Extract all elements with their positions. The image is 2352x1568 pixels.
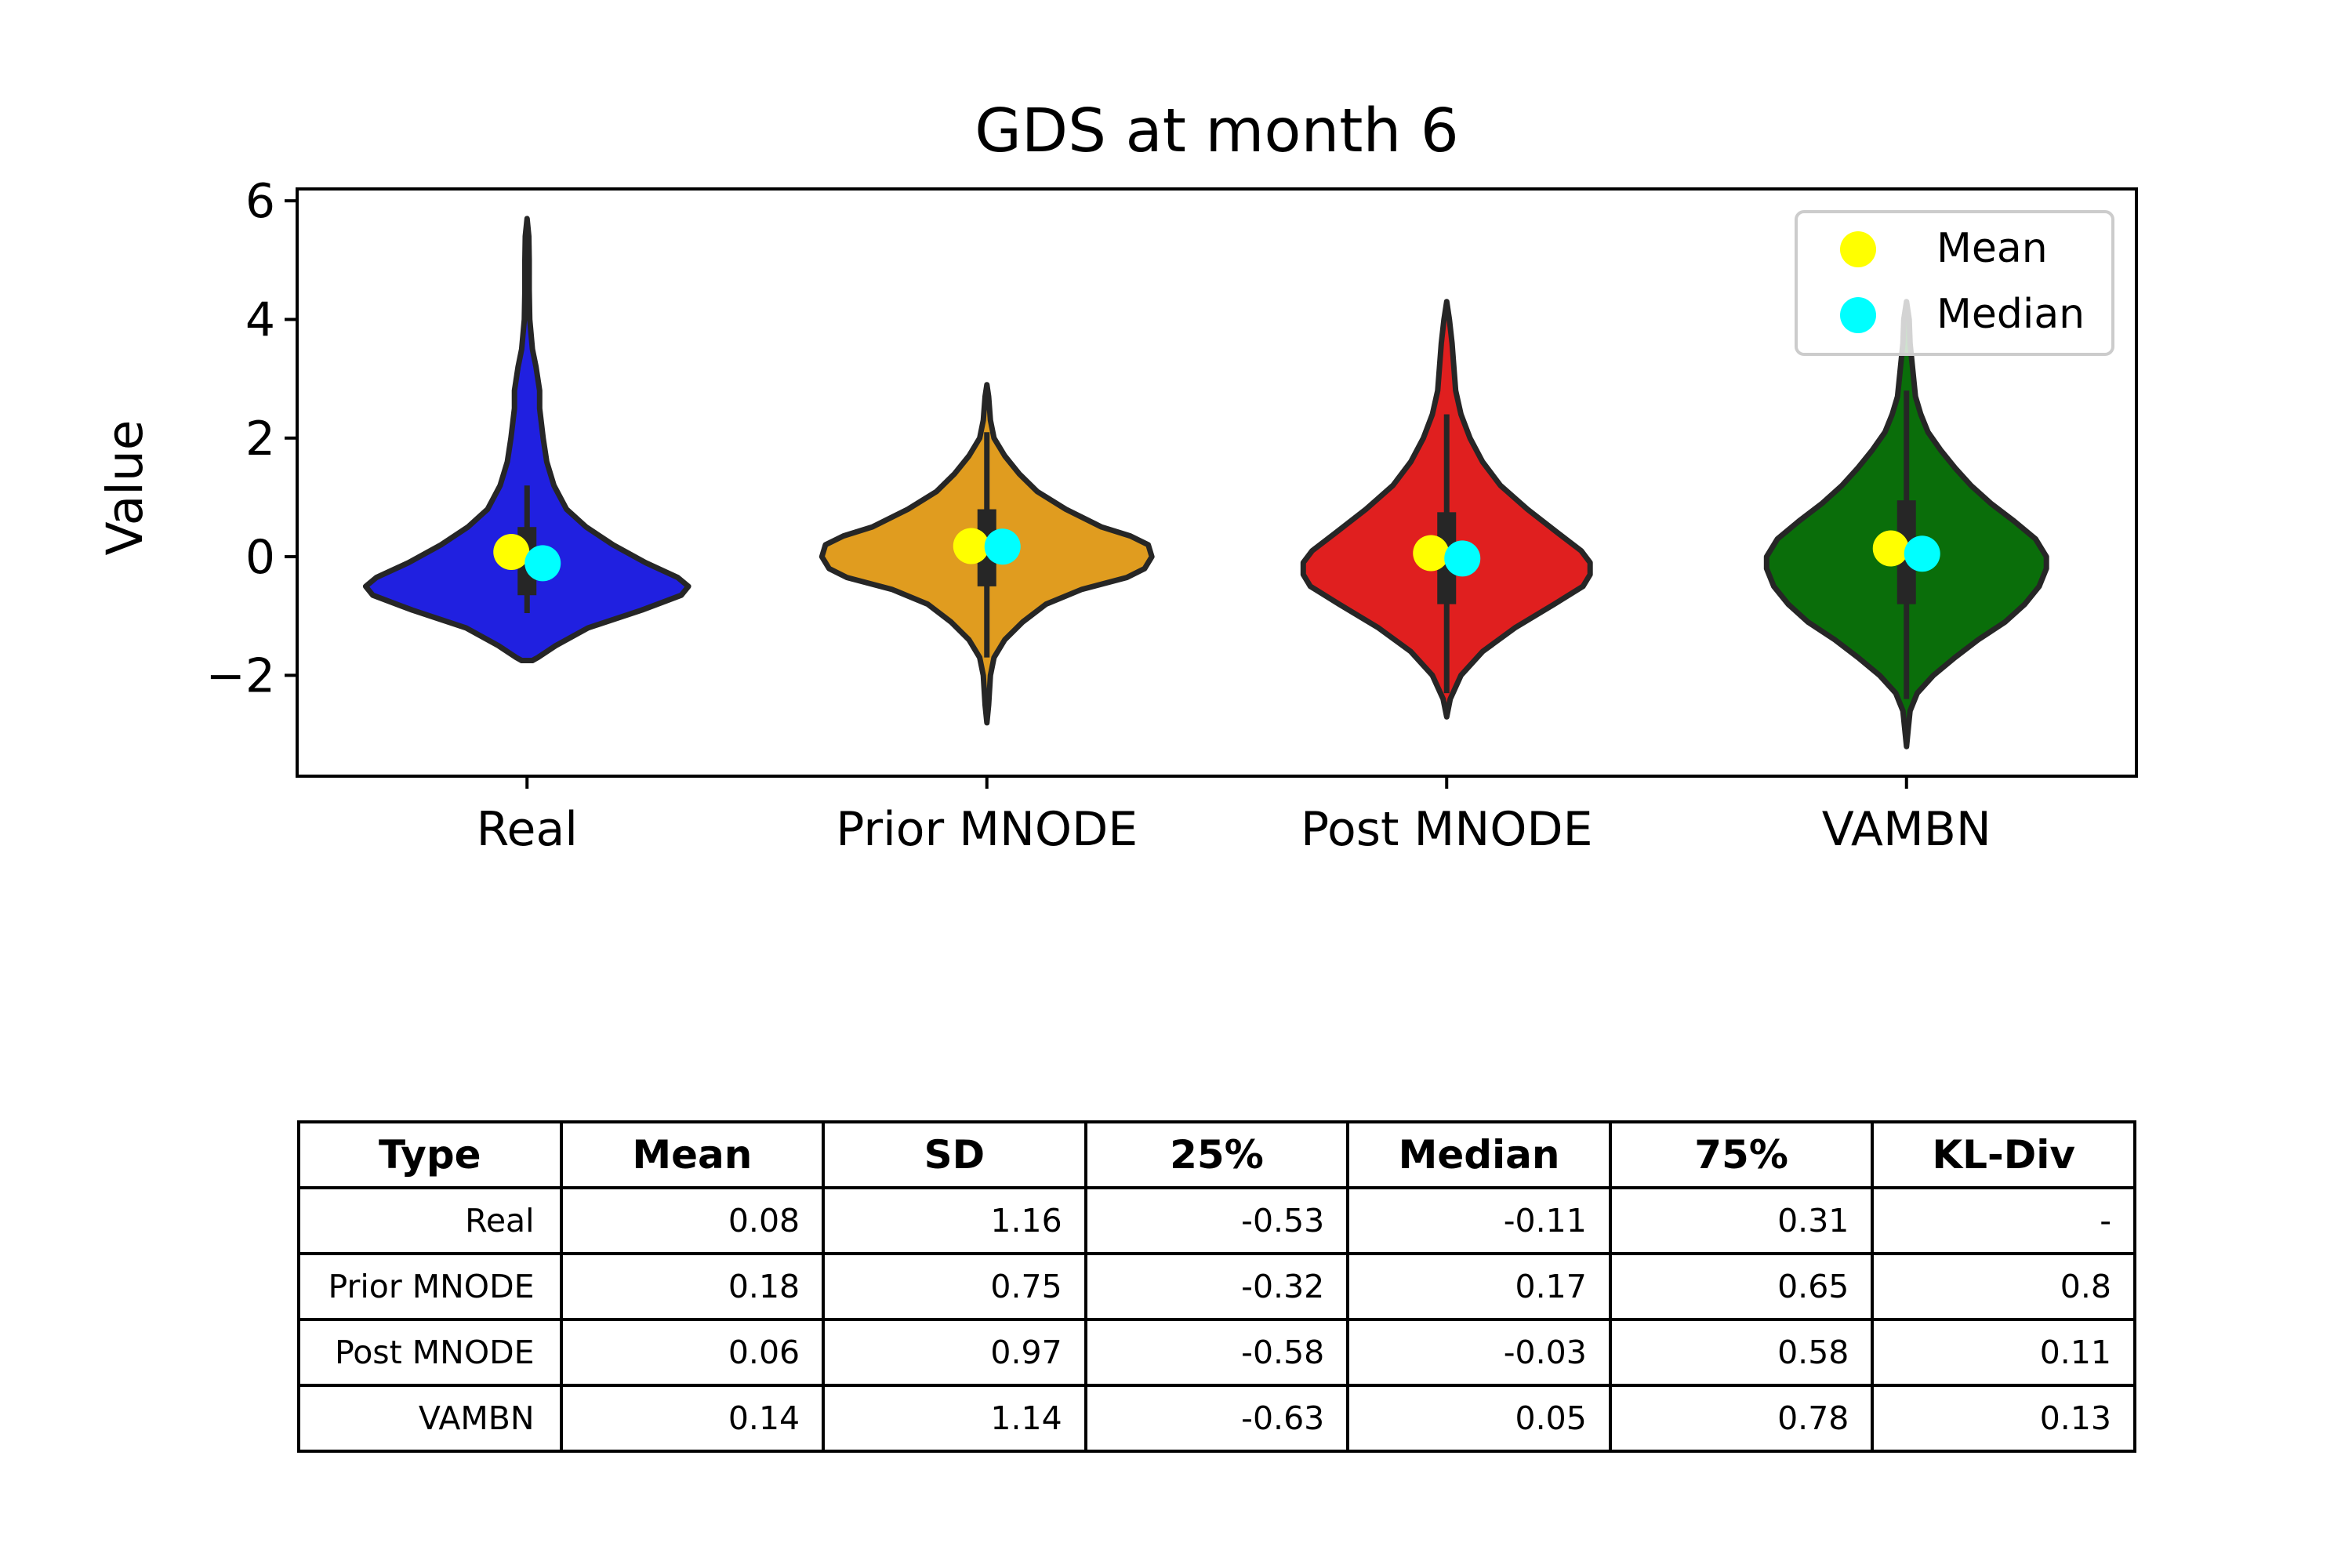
table-cell: -0.03 — [1346, 1318, 1612, 1387]
table-cell: 0.65 — [1608, 1252, 1875, 1321]
table-cell: 0.06 — [559, 1318, 826, 1387]
table-row: Post MNODE 0.06 0.97 -0.58 -0.03 0.58 0.… — [297, 1318, 2136, 1387]
table-row: Prior MNODE 0.18 0.75 -0.32 0.17 0.65 0.… — [297, 1252, 2136, 1321]
table-cell: VAMBN — [297, 1384, 563, 1453]
header-75: 75% — [1608, 1120, 1875, 1189]
legend-mean-label: Mean — [1936, 225, 2048, 272]
y-axis-label: Value — [96, 419, 154, 555]
table-cell: -0.58 — [1083, 1318, 1350, 1387]
header-median: Median — [1346, 1120, 1612, 1189]
table-cell: -0.63 — [1083, 1384, 1350, 1453]
table-cell: 0.18 — [559, 1252, 826, 1321]
median-marker — [984, 528, 1021, 565]
y-ticks: −2 0 2 4 6 — [206, 174, 297, 703]
table-cell: 1.14 — [822, 1384, 1087, 1453]
y-tick-label: 4 — [245, 292, 275, 347]
y-tick-label: −2 — [206, 648, 275, 703]
table-cell: Real — [297, 1186, 563, 1255]
table-cell: 0.08 — [559, 1186, 826, 1255]
table-cell: 0.14 — [559, 1384, 826, 1453]
y-tick-label: 0 — [245, 530, 275, 585]
legend: Mean Median — [1795, 210, 2114, 356]
table-cell: 0.17 — [1346, 1252, 1612, 1321]
table-cell: Prior MNODE — [297, 1252, 563, 1321]
table-cell: 0.97 — [822, 1318, 1087, 1387]
violins-layer — [362, 216, 2049, 750]
table-cell: 0.31 — [1608, 1186, 1875, 1255]
table-cell: - — [1871, 1186, 2136, 1255]
violin-0 — [362, 216, 691, 663]
table-header-row: Type Mean SD 25% Median 75% KL-Div — [297, 1120, 2136, 1189]
header-kl-div: KL-Div — [1871, 1120, 2136, 1189]
mean-marker — [1413, 535, 1450, 572]
legend-mean-marker — [1840, 231, 1876, 267]
x-tick-label: Real — [477, 802, 578, 857]
mean-marker — [1872, 530, 1909, 567]
header-25: 25% — [1083, 1120, 1350, 1189]
stats-table: Type Mean SD 25% Median 75% KL-Div Real … — [297, 1120, 2136, 1453]
markers-layer — [493, 528, 1940, 582]
y-tick-label: 2 — [245, 412, 275, 466]
median-marker — [1444, 540, 1481, 577]
table-cell: 0.58 — [1608, 1318, 1875, 1387]
table-cell: 0.13 — [1871, 1384, 2136, 1453]
mean-marker — [953, 528, 989, 564]
legend-median-label: Median — [1936, 291, 2085, 338]
table-cell: -0.32 — [1083, 1252, 1350, 1321]
table-row: VAMBN 0.14 1.14 -0.63 0.05 0.78 0.13 — [297, 1384, 2136, 1453]
table-cell: 1.16 — [822, 1186, 1087, 1255]
header-mean: Mean — [559, 1120, 826, 1189]
table-cell: -0.53 — [1083, 1186, 1350, 1255]
x-tick-label: VAMBN — [1822, 802, 1991, 857]
x-tick-label: Post MNODE — [1301, 802, 1593, 857]
y-tick-label: 6 — [245, 174, 275, 229]
chart-title: GDS at month 6 — [975, 96, 1459, 166]
table-cell: 0.8 — [1871, 1252, 2136, 1321]
median-marker — [524, 545, 561, 582]
header-sd: SD — [822, 1120, 1087, 1189]
plot-frame — [296, 187, 2138, 778]
header-type: Type — [297, 1120, 563, 1189]
table-cell: 0.75 — [822, 1252, 1087, 1321]
mean-marker — [493, 534, 530, 571]
table-cell: 0.05 — [1346, 1384, 1612, 1453]
table-cell: 0.78 — [1608, 1384, 1875, 1453]
table-cell: -0.11 — [1346, 1186, 1612, 1255]
legend-median-marker — [1840, 297, 1876, 333]
x-ticks: Real Prior MNODE Post MNODE VAMBN — [477, 776, 1991, 857]
median-marker — [1904, 535, 1940, 572]
x-tick-label: Prior MNODE — [836, 802, 1138, 857]
table-row: Real 0.08 1.16 -0.53 -0.11 0.31 - — [297, 1186, 2136, 1255]
table-cell: Post MNODE — [297, 1318, 563, 1387]
table-cell: 0.11 — [1871, 1318, 2136, 1387]
